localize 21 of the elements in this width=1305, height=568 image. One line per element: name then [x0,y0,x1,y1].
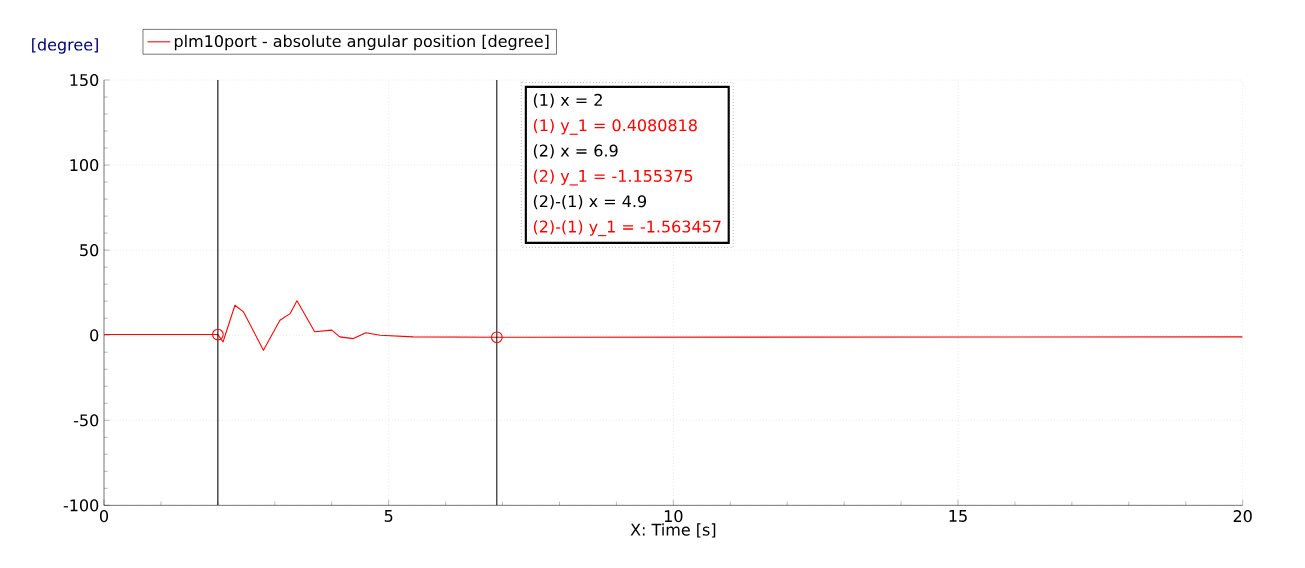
x-tick-label: 10 [664,510,683,523]
y-tick-label: -50 [73,414,99,427]
annotation: (1) x = 2 [533,93,602,108]
y-tick-label: 0 [90,329,99,342]
annotation: (2)-(1) x = 4.9 [533,194,647,210]
x-tick-label: 15 [949,510,967,522]
annotation: (2) x = 6.9 [533,144,618,159]
line-series [104,300,1243,351]
y-tick-label: 50 [80,244,99,257]
x-tick-label: 5 [384,510,393,522]
legend-label: plm10port - absolute angular position [degree] [174,34,549,51]
y-tick-label: 100 [70,159,99,172]
annotation: (2)-(1) y_1 = -1.563457 [533,220,721,237]
annotation: (2) y_1 = -1.155375 [533,169,693,186]
y-tick-label: -100 [63,499,99,512]
y-axis-title: [degree] [32,38,98,54]
annotation: (1) y_1 = 0.4080818 [533,118,697,135]
x-axis-title: X: Time [s] [630,523,716,538]
x-tick-label: 20 [1233,510,1252,523]
x-tick-label: 0 [99,510,109,523]
y-tick-label: 150 [70,73,99,87]
